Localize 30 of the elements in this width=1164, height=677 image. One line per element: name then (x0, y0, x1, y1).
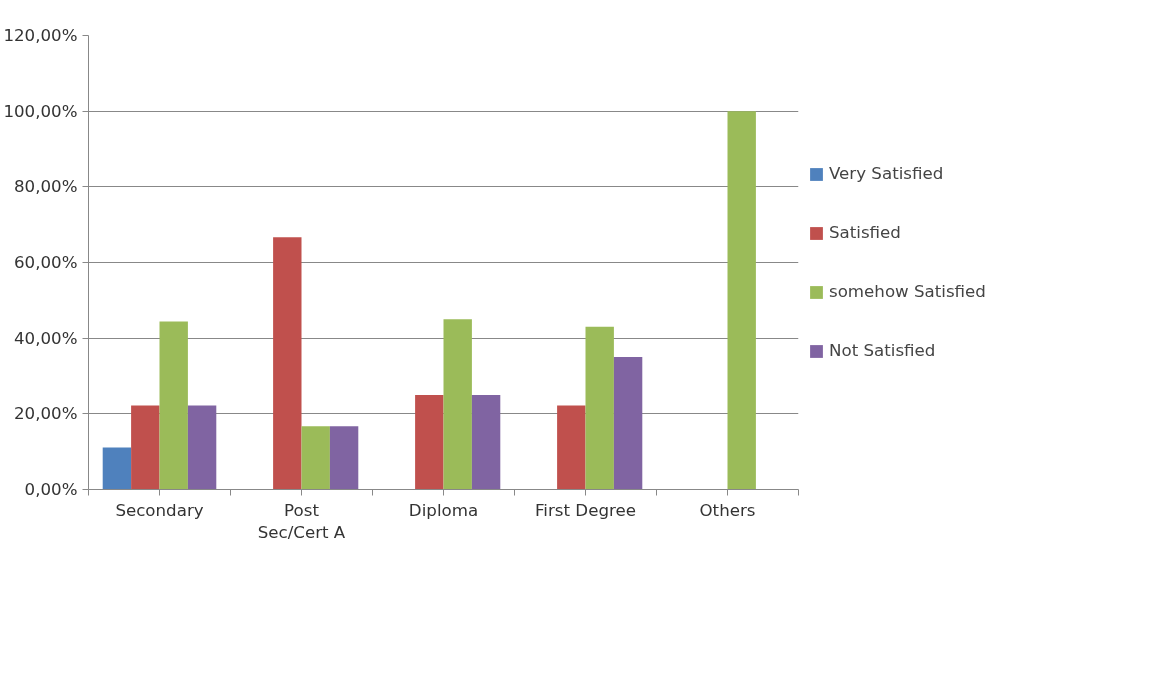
legend-label: Very Satisfied (829, 164, 944, 183)
bar (301, 426, 330, 490)
bar (187, 405, 217, 490)
x-tick-label: Diploma (408, 500, 479, 520)
bar (102, 447, 132, 490)
bar (443, 319, 472, 490)
bar (557, 405, 586, 490)
bar (415, 394, 444, 490)
legend-label: somehow Satisfied (829, 282, 986, 301)
bar (471, 394, 501, 490)
y-tick-label: 20,00% (13, 404, 78, 424)
bar (329, 426, 359, 490)
y-tick-label: 80,00% (13, 177, 78, 197)
y-tick-label: 0,00% (24, 480, 78, 499)
y-tick-label: 100,00% (3, 101, 78, 121)
bar (585, 326, 614, 490)
bar (727, 111, 756, 490)
y-tick-label: 40,00% (13, 328, 78, 348)
x-tick-label: Post Sec/Cert A (257, 500, 346, 543)
bar (131, 405, 160, 490)
x-tick-label: Others (699, 500, 756, 520)
bar (273, 237, 302, 490)
y-tick-label: 120,00% (3, 26, 78, 45)
bar (159, 321, 188, 490)
legend-label: Not Satisfied (829, 341, 936, 360)
x-tick-label: First Degree (535, 500, 636, 520)
x-tick-label: Secondary (115, 500, 204, 520)
y-tick-label: 60,00% (13, 253, 78, 272)
legend-label: Satisfied (829, 223, 901, 242)
bar (613, 357, 643, 490)
